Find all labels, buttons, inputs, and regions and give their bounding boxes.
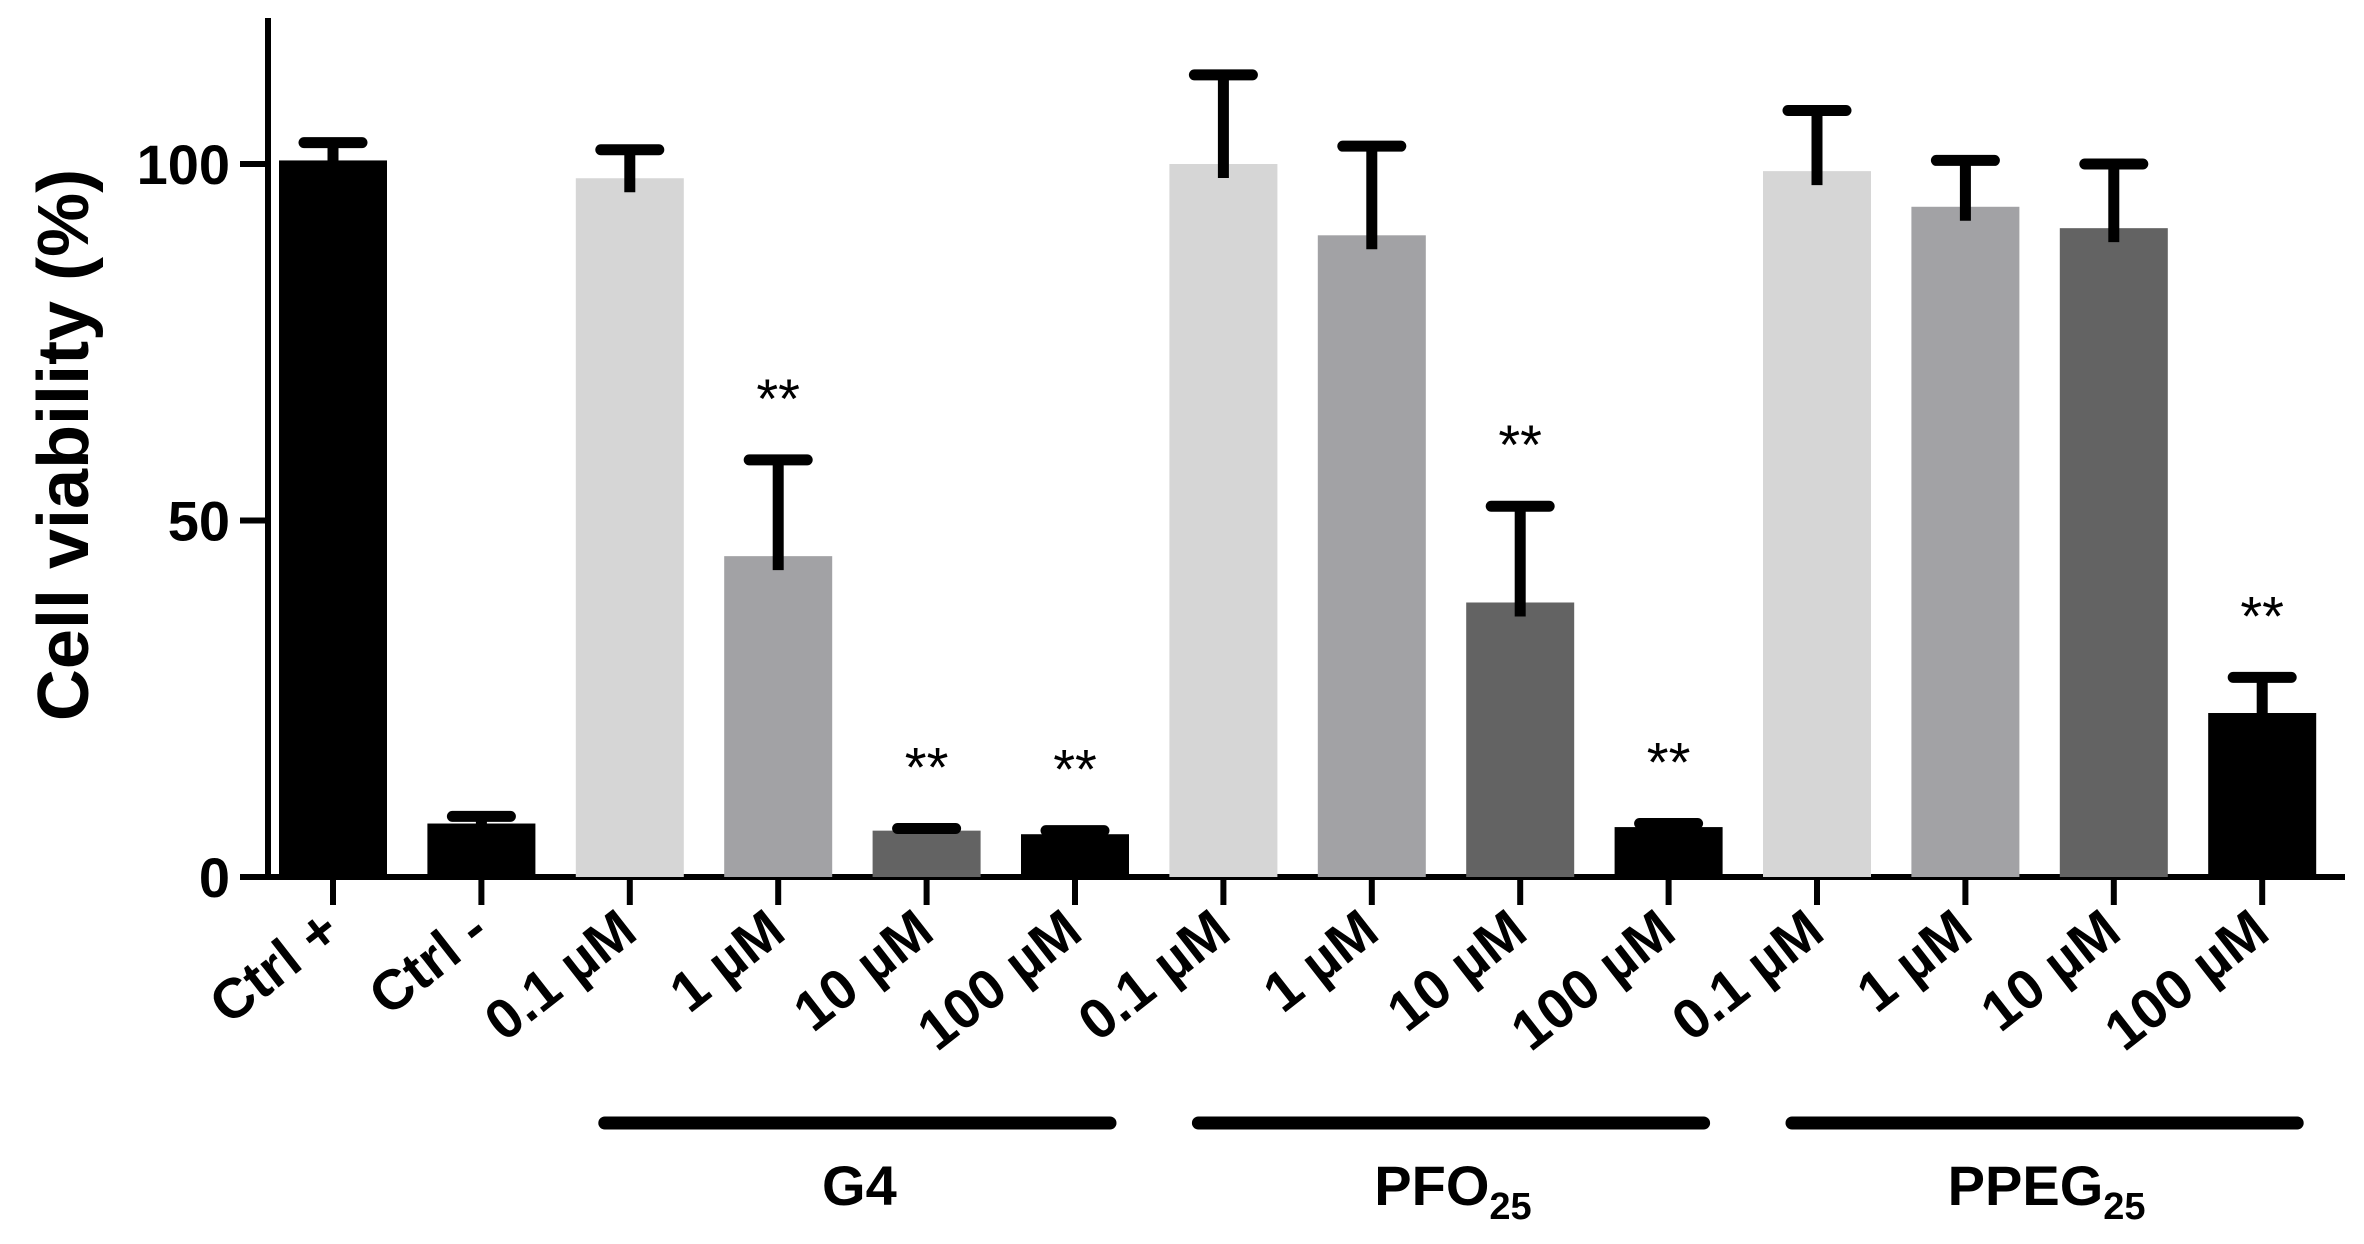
group-label: PFO25	[1374, 1154, 1531, 1228]
significance-label: **	[1053, 738, 1097, 801]
significance-label: **	[1498, 413, 1542, 476]
bar	[2059, 228, 2168, 878]
x-tick-label: 1 µM	[1845, 897, 1983, 1024]
group-label: G4	[822, 1154, 897, 1217]
x-tick-label: 0.1 µM	[473, 897, 648, 1053]
bar	[2208, 713, 2317, 877]
group-label: PPEG25	[1948, 1154, 2146, 1228]
x-tick-label: 0.1 µM	[1660, 897, 1835, 1053]
y-axis-label: Cell viability (%)	[24, 169, 104, 721]
bar	[279, 160, 387, 877]
significance-label: **	[1647, 731, 1691, 794]
bar	[575, 178, 684, 877]
x-tick-label: 100 µM	[906, 897, 1093, 1062]
significance-label: **	[756, 367, 800, 430]
x-tick-label: 0.1 µM	[1066, 897, 1241, 1053]
bar	[1317, 235, 1426, 878]
bar	[724, 556, 833, 877]
bar	[1763, 171, 1871, 877]
bar	[1466, 602, 1575, 877]
y-tick-label: 100	[137, 133, 230, 196]
x-tick-label: 100 µM	[1499, 897, 1686, 1062]
bar	[872, 830, 981, 877]
y-tick-label: 50	[168, 490, 230, 553]
significance-label: **	[2240, 584, 2284, 647]
significance-label: **	[905, 736, 949, 799]
x-tick-label: 1 µM	[1251, 897, 1389, 1024]
x-tick-label: Ctrl +	[198, 897, 351, 1036]
y-tick-label: 0	[199, 846, 230, 909]
bar	[1169, 164, 1278, 877]
x-tick-label: 1 µM	[658, 897, 796, 1024]
bar	[1911, 206, 2020, 877]
x-tick-label: 100 µM	[2093, 897, 2280, 1062]
